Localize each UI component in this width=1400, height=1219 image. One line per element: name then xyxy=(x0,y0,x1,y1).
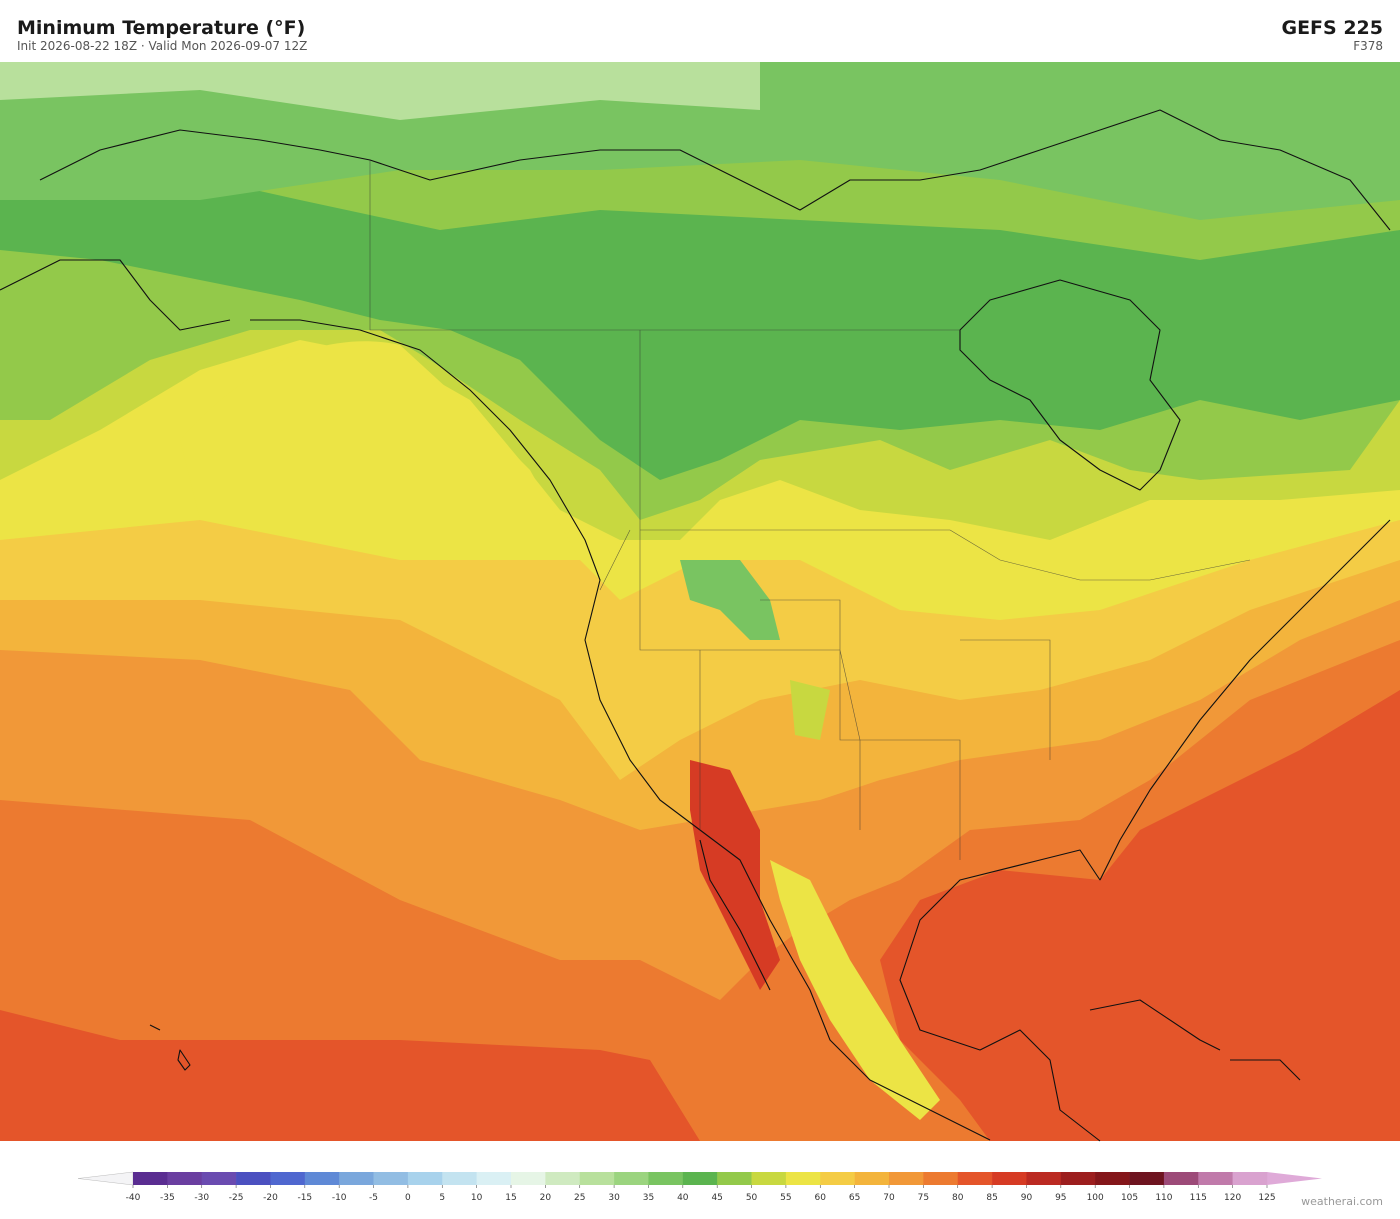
colorbar-bin xyxy=(923,1172,959,1185)
map-shape xyxy=(680,560,780,640)
colorbar-bin xyxy=(1026,1172,1062,1185)
colorbar-bin xyxy=(1060,1172,1096,1185)
colorbar-tick-label: 80 xyxy=(952,1193,964,1203)
forecast-hour: F378 xyxy=(1353,39,1383,53)
colorbar-tick-label: -35 xyxy=(160,1193,175,1203)
colorbar-tick-label: 65 xyxy=(849,1193,860,1203)
colorbar-bin xyxy=(785,1172,821,1185)
colorbar-bin xyxy=(820,1172,855,1185)
colorbar-bin xyxy=(167,1172,203,1185)
map-shape xyxy=(369,160,1251,860)
colorbar-bin xyxy=(407,1172,443,1185)
map xyxy=(0,62,1400,1142)
colorbar-bin xyxy=(270,1172,306,1185)
colorbar-bin xyxy=(511,1172,546,1185)
colorbar-tick-label: -20 xyxy=(263,1193,278,1203)
colorbar-bin xyxy=(992,1172,1027,1185)
colorbar-tick-label: 30 xyxy=(608,1193,620,1203)
map-shape xyxy=(180,341,580,560)
colorbar-under xyxy=(77,1171,134,1186)
colorbar-bin xyxy=(957,1172,993,1185)
model-name: GEFS 225 xyxy=(1281,17,1383,39)
colorbar-tick-label: 10 xyxy=(471,1193,483,1203)
colorbar-bin xyxy=(1198,1172,1233,1185)
colorbar-tick-label: 60 xyxy=(815,1193,827,1203)
colorbar-tick-label: -5 xyxy=(369,1193,378,1203)
colorbar: -40 -35 -30 -25 -20 -15 -10 -5 0 5 10 15 20 25 30 35 40 4… xyxy=(77,1171,1322,1203)
colorbar-tick-label: -30 xyxy=(194,1193,209,1203)
colorbar-bin xyxy=(1095,1172,1130,1185)
colorbar-tick-label: 75 xyxy=(918,1193,929,1203)
colorbar-tick-label: 110 xyxy=(1155,1193,1172,1203)
map-shape xyxy=(770,860,940,1120)
map-subtitle: Init 2026-08-22 18Z · Valid Mon 2026-09-… xyxy=(17,39,307,53)
colorbar-tick-label: -10 xyxy=(332,1193,347,1203)
map-title: Minimum Temperature (°F) xyxy=(17,17,305,39)
colorbar-bin xyxy=(1129,1172,1165,1185)
colorbar-bin xyxy=(717,1172,752,1185)
map-shape xyxy=(0,160,1400,480)
colorbar-bin xyxy=(1232,1172,1268,1185)
colorbar-bin xyxy=(339,1172,374,1185)
colorbar-tick-label: 70 xyxy=(883,1193,895,1203)
colorbar-bin xyxy=(579,1172,615,1185)
map-shape xyxy=(690,760,780,990)
colorbar-tick-label: 95 xyxy=(1055,1193,1066,1203)
colorbar-tick-label: 85 xyxy=(986,1193,997,1203)
colorbar-bin xyxy=(373,1172,409,1185)
map-shape xyxy=(0,109,1391,1142)
colorbar-tick-label: -40 xyxy=(126,1193,141,1203)
colorbar-tick-label: 125 xyxy=(1258,1193,1275,1203)
colorbar-bin xyxy=(854,1172,890,1185)
colorbar-bin xyxy=(682,1172,718,1185)
colorbar-tick-label: 50 xyxy=(746,1193,758,1203)
colorbar-bin xyxy=(545,1172,581,1185)
colorbar-bin xyxy=(889,1172,924,1185)
colorbar-tick-label: 35 xyxy=(643,1193,654,1203)
map-shape xyxy=(0,62,1400,1141)
map-shape xyxy=(790,680,830,740)
colorbar-bin xyxy=(751,1172,787,1185)
colorbar-tick-label: 105 xyxy=(1121,1193,1138,1203)
watermark: weatherai.com xyxy=(1301,1195,1383,1208)
colorbar-tick-label: 20 xyxy=(540,1193,552,1203)
colorbar-tick-label: 40 xyxy=(677,1193,689,1203)
colorbar-bin xyxy=(133,1172,168,1185)
colorbar-tick-label: 5 xyxy=(439,1193,445,1203)
colorbar-bin xyxy=(1163,1172,1199,1185)
map-shape xyxy=(0,62,760,120)
colorbar-tick-label: 120 xyxy=(1224,1193,1241,1203)
colorbar-tick-label: 25 xyxy=(574,1193,585,1203)
colorbar-bin xyxy=(476,1172,512,1185)
colorbar-tick-label: -25 xyxy=(229,1193,244,1203)
colorbar-bin xyxy=(304,1172,340,1185)
colorbar-bin xyxy=(442,1172,477,1185)
colorbar-tick-label: 90 xyxy=(1021,1193,1033,1203)
colorbar-bin xyxy=(614,1172,649,1185)
colorbar-tick-label: 0 xyxy=(405,1193,411,1203)
colorbar-tick-label: 55 xyxy=(780,1193,791,1203)
colorbar-tick-label: 45 xyxy=(711,1193,722,1203)
colorbar-bin xyxy=(201,1172,237,1185)
colorbar-bin xyxy=(648,1172,684,1185)
colorbar-bin xyxy=(236,1172,271,1185)
colorbar-over xyxy=(1267,1172,1322,1185)
colorbar-tick-label: -15 xyxy=(297,1193,312,1203)
colorbar-tick-label: 15 xyxy=(505,1193,516,1203)
colorbar-tick-label: 115 xyxy=(1190,1193,1207,1203)
colorbar-tick-label: 100 xyxy=(1087,1193,1104,1203)
